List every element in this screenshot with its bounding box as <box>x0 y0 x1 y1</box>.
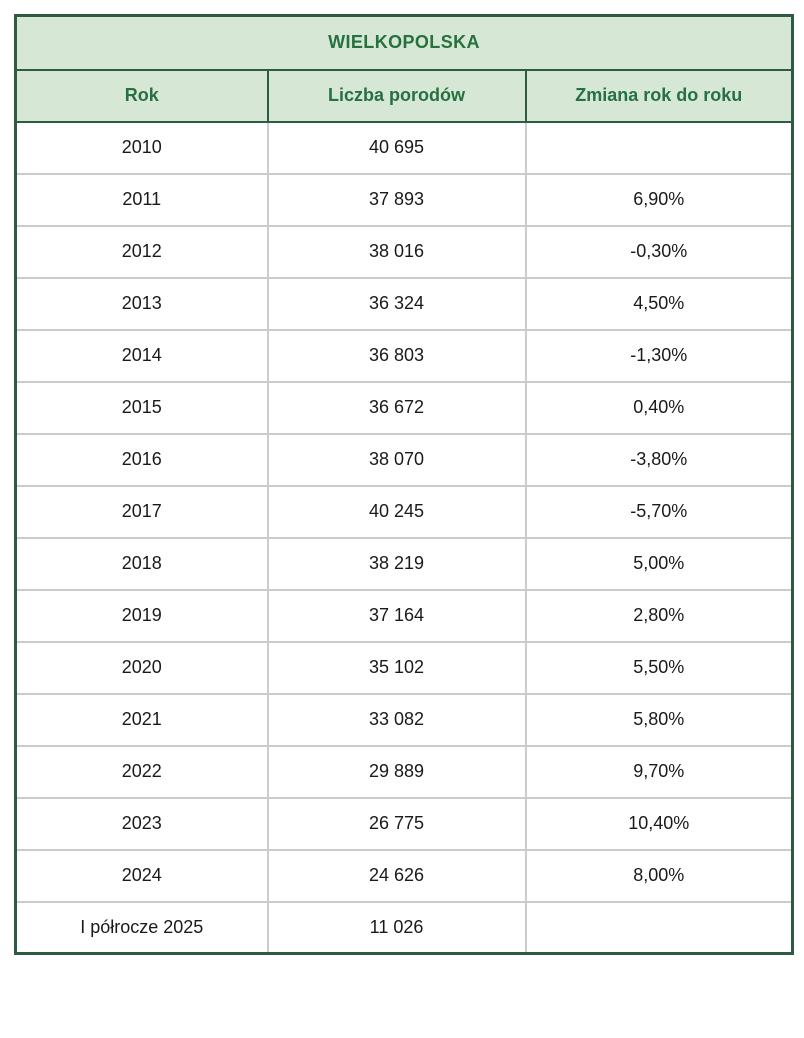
table-row: 2010 40 695 <box>14 120 794 175</box>
year-cell: 2013 <box>14 276 269 331</box>
column-header-rok: Rok <box>14 69 269 123</box>
table-row: 2023 26 775 10,40% <box>14 796 794 851</box>
year-cell: 2023 <box>14 796 269 851</box>
table-row: 2022 29 889 9,70% <box>14 744 794 799</box>
table-title: WIELKOPOLSKA <box>15 15 793 71</box>
change-cell: 5,00% <box>524 536 794 591</box>
births-cell: 29 889 <box>266 744 527 799</box>
year-cell: 2014 <box>14 328 269 383</box>
page: WIELKOPOLSKA Rok Liczba porodów Zmiana r… <box>0 14 804 1038</box>
change-cell: 5,50% <box>524 640 794 695</box>
table-row: 2015 36 672 0,40% <box>14 380 794 435</box>
births-cell: 38 016 <box>266 224 527 279</box>
wielkopolska-births-table: WIELKOPOLSKA Rok Liczba porodów Zmiana r… <box>14 14 795 955</box>
table-row: 2013 36 324 4,50% <box>14 276 794 331</box>
births-cell: 38 219 <box>266 536 527 591</box>
table-row: 2018 38 219 5,00% <box>14 536 794 591</box>
births-cell: 11 026 <box>266 900 527 955</box>
change-cell: 6,90% <box>524 172 794 227</box>
column-header-liczba-porodow: Liczba porodów <box>266 69 527 123</box>
table-row: 2014 36 803 -1,30% <box>14 328 794 383</box>
year-cell: 2011 <box>14 172 269 227</box>
change-cell: 0,40% <box>524 380 794 435</box>
births-cell: 40 695 <box>266 120 527 175</box>
year-cell: 2015 <box>14 380 269 435</box>
table-row: 2011 37 893 6,90% <box>14 172 794 227</box>
change-cell: 2,80% <box>524 588 794 643</box>
table-row: 2016 38 070 -3,80% <box>14 432 794 487</box>
births-cell: 37 893 <box>266 172 527 227</box>
change-cell: -0,30% <box>524 224 794 279</box>
year-cell: 2012 <box>14 224 269 279</box>
births-cell: 35 102 <box>266 640 527 695</box>
table-header-row: Rok Liczba porodów Zmiana rok do roku <box>14 69 794 123</box>
change-cell: -5,70% <box>524 484 794 539</box>
change-cell: 4,50% <box>524 276 794 331</box>
year-cell: 2019 <box>14 588 269 643</box>
births-cell: 33 082 <box>266 692 527 747</box>
column-header-zmiana: Zmiana rok do roku <box>524 69 794 123</box>
change-cell: 9,70% <box>524 744 794 799</box>
year-cell: I półrocze 2025 <box>14 900 269 955</box>
change-cell: 5,80% <box>524 692 794 747</box>
births-cell: 36 803 <box>266 328 527 383</box>
year-cell: 2018 <box>14 536 269 591</box>
births-cell: 40 245 <box>266 484 527 539</box>
table-row: 2024 24 626 8,00% <box>14 848 794 903</box>
table-row: 2020 35 102 5,50% <box>14 640 794 695</box>
year-cell: 2022 <box>14 744 269 799</box>
table-row: 2021 33 082 5,80% <box>14 692 794 747</box>
year-cell: 2010 <box>14 120 269 175</box>
births-cell: 36 324 <box>266 276 527 331</box>
change-cell <box>524 900 794 955</box>
table-row: 2012 38 016 -0,30% <box>14 224 794 279</box>
births-cell: 37 164 <box>266 588 527 643</box>
change-cell: -1,30% <box>524 328 794 383</box>
change-cell: -3,80% <box>524 432 794 487</box>
table-row: 2019 37 164 2,80% <box>14 588 794 643</box>
year-cell: 2016 <box>14 432 269 487</box>
table-row: I półrocze 2025 11 026 <box>14 900 794 955</box>
table-row: 2017 40 245 -5,70% <box>14 484 794 539</box>
year-cell: 2021 <box>14 692 269 747</box>
change-cell: 8,00% <box>524 848 794 903</box>
year-cell: 2017 <box>14 484 269 539</box>
births-cell: 38 070 <box>266 432 527 487</box>
table-title-row: WIELKOPOLSKA <box>15 15 793 71</box>
births-cell: 24 626 <box>266 848 527 903</box>
change-cell <box>524 120 794 175</box>
year-cell: 2020 <box>14 640 269 695</box>
change-cell: 10,40% <box>524 796 794 851</box>
births-cell: 26 775 <box>266 796 527 851</box>
births-cell: 36 672 <box>266 380 527 435</box>
year-cell: 2024 <box>14 848 269 903</box>
